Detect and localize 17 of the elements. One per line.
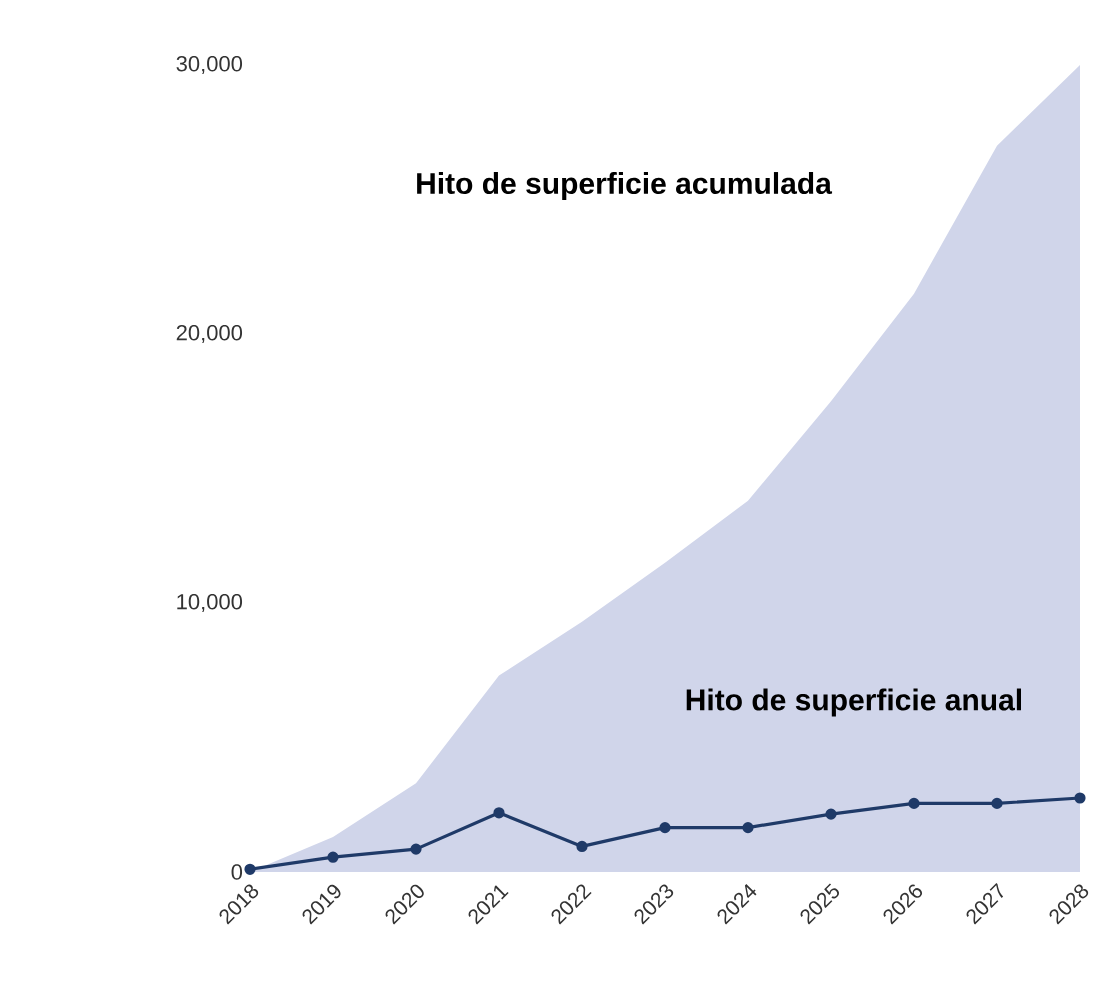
point	[327, 851, 339, 863]
annotation: Hito de superficie acumulada	[417, 172, 833, 201]
point	[991, 797, 1003, 809]
point	[493, 807, 505, 819]
point	[1074, 792, 1086, 804]
point	[659, 822, 671, 834]
y-tick-label: 30,000	[176, 55, 243, 75]
point	[244, 863, 256, 875]
point	[825, 808, 837, 820]
point	[410, 843, 422, 855]
y-tick-label: 10,000	[177, 593, 243, 613]
point	[742, 822, 754, 834]
y-tick-label: 20,000	[176, 324, 243, 344]
annotation: Hito de superficie anual	[686, 688, 1021, 717]
point	[576, 840, 588, 853]
y-tick-label: 0	[231, 864, 243, 880]
point	[908, 797, 920, 809]
